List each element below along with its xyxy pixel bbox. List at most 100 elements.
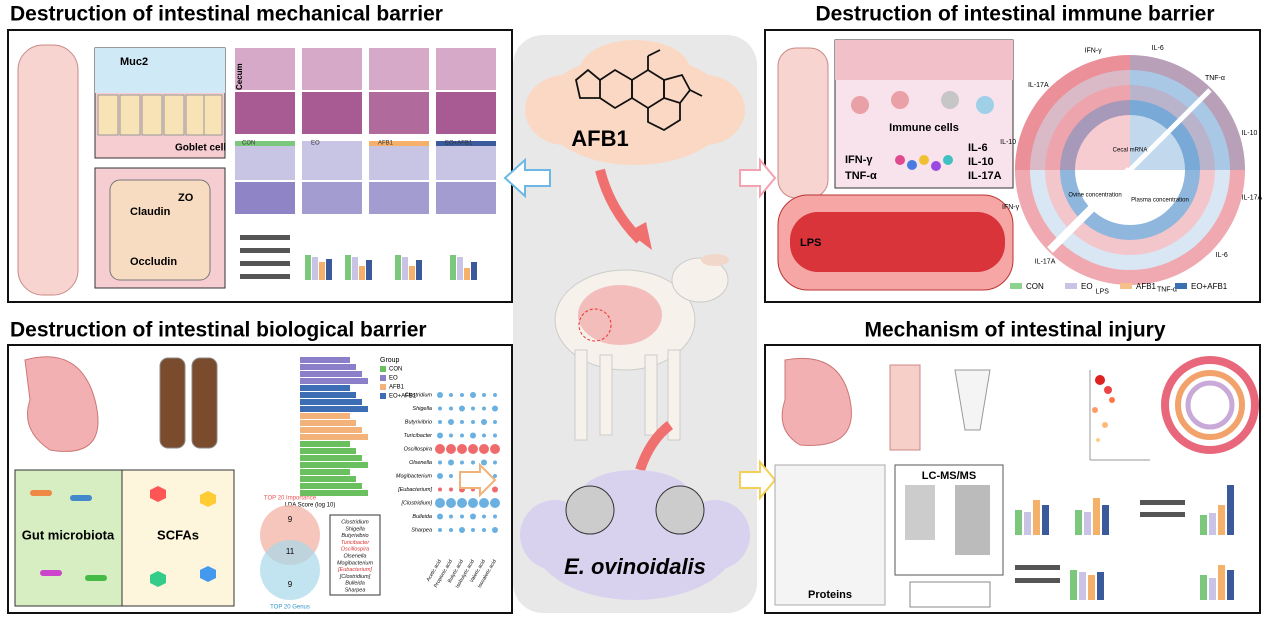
label: TOP 20 Genus bbox=[270, 605, 310, 611]
afb1-structure bbox=[575, 49, 703, 132]
lda-bar bbox=[300, 462, 368, 468]
row-label: Sharpea bbox=[411, 527, 432, 533]
vessel-lumen bbox=[790, 212, 1005, 272]
dot bbox=[481, 459, 487, 466]
label: IFN-γ bbox=[845, 154, 873, 166]
cell bbox=[109, 179, 211, 281]
legend-label: CON bbox=[1026, 282, 1044, 291]
instrument bbox=[955, 485, 990, 555]
group-strip bbox=[369, 141, 429, 146]
dot bbox=[438, 487, 442, 492]
row-label: Clostridium bbox=[404, 392, 432, 398]
ring-label: Ovine concentration bbox=[1068, 193, 1121, 199]
row-label: Oscillospira bbox=[404, 446, 432, 452]
row-label: [Eubacterium] bbox=[397, 487, 432, 493]
dot bbox=[437, 432, 443, 439]
ring-label: IFN-γ bbox=[1085, 47, 1103, 54]
dot bbox=[482, 406, 486, 411]
legend-label: EO bbox=[389, 376, 398, 382]
dot bbox=[481, 419, 487, 425]
dot bbox=[493, 433, 497, 438]
mucus-layer bbox=[95, 48, 225, 93]
panel-title: Destruction of intestinal mechanical bar… bbox=[10, 3, 443, 26]
genus-item: Butyrivibrio bbox=[341, 533, 368, 539]
dot bbox=[482, 393, 486, 397]
row-label: Turicibacter bbox=[404, 433, 433, 439]
arrow bbox=[635, 421, 674, 472]
lda-bar bbox=[300, 455, 362, 461]
legend-label: EO+AFB1 bbox=[1191, 282, 1228, 291]
ring-label: TNF-α bbox=[1205, 75, 1225, 82]
legend-swatch bbox=[1175, 283, 1187, 289]
row-label: Mogibacterium bbox=[396, 473, 432, 479]
dot bbox=[470, 432, 476, 439]
dot bbox=[468, 498, 478, 508]
ring-label: IL-17A bbox=[1242, 195, 1263, 202]
dot bbox=[460, 420, 464, 424]
dot bbox=[437, 473, 443, 479]
label: TNF-α bbox=[845, 170, 877, 182]
legend-label: EO+AFB1 bbox=[389, 394, 417, 400]
venn-circle bbox=[260, 540, 320, 600]
dot bbox=[492, 486, 498, 493]
panel-title: Mechanism of intestinal injury bbox=[864, 319, 1165, 342]
intestine bbox=[781, 357, 852, 446]
row-label: [Clostridium] bbox=[400, 500, 432, 506]
lda-bar bbox=[300, 448, 356, 454]
intestine bbox=[24, 356, 99, 452]
legend-label: CON bbox=[389, 367, 402, 373]
intestine bbox=[17, 44, 79, 296]
circos bbox=[1161, 356, 1259, 454]
dot bbox=[468, 444, 478, 454]
label: AFB1 bbox=[378, 141, 394, 147]
genus-box bbox=[329, 514, 381, 596]
genus-item: Olsenella bbox=[344, 553, 367, 559]
ring-label: IL-17A bbox=[1028, 82, 1049, 89]
dot bbox=[446, 498, 456, 508]
monitor bbox=[909, 581, 991, 608]
species-label: E. ovinoidalis bbox=[564, 554, 706, 579]
ring-label: LPS bbox=[1096, 289, 1110, 296]
genus-item: Shigella bbox=[345, 526, 365, 532]
label: SCFAs bbox=[157, 527, 199, 542]
dot bbox=[449, 487, 453, 492]
ring-label: TNF-α bbox=[1157, 286, 1177, 293]
label: 11 bbox=[286, 547, 295, 556]
dot bbox=[449, 393, 453, 397]
intestine bbox=[777, 47, 829, 199]
row-label: Bulleida bbox=[412, 514, 432, 520]
group-strip bbox=[302, 141, 362, 146]
bar-charts bbox=[1015, 485, 1234, 600]
label: LC-MS/MS bbox=[922, 470, 976, 482]
lda-bar bbox=[300, 371, 362, 377]
dot bbox=[479, 498, 489, 508]
panel-title: Destruction of intestinal immune barrier bbox=[815, 3, 1214, 26]
epithelium bbox=[97, 94, 223, 136]
tube bbox=[191, 357, 218, 449]
legend-swatch bbox=[1010, 283, 1022, 289]
dot bbox=[449, 406, 453, 411]
ring-label: IL-10 bbox=[1241, 130, 1257, 137]
dot bbox=[435, 498, 445, 508]
arrow bbox=[503, 157, 551, 199]
genus-item: [Clostridium] bbox=[339, 574, 371, 580]
dot bbox=[493, 393, 497, 397]
dot bbox=[446, 444, 456, 454]
dot bbox=[470, 392, 476, 398]
dot bbox=[490, 444, 500, 454]
label: IL-10 bbox=[968, 156, 994, 168]
genus-item: [Eubacterium] bbox=[337, 567, 372, 573]
row-label: Shigella bbox=[412, 406, 432, 412]
label: EO+AFB1 bbox=[445, 141, 473, 147]
dot bbox=[460, 514, 464, 519]
dot bbox=[438, 420, 442, 424]
dot bbox=[492, 405, 498, 412]
dot bbox=[482, 433, 486, 438]
lda-bar bbox=[300, 441, 350, 447]
legend-label: AFB1 bbox=[1136, 282, 1157, 291]
circular-heatmap bbox=[1015, 55, 1245, 285]
genus-item: Mogibacterium bbox=[337, 560, 373, 566]
dot bbox=[438, 528, 442, 532]
lda-bar bbox=[300, 434, 368, 440]
dot bbox=[435, 444, 445, 454]
